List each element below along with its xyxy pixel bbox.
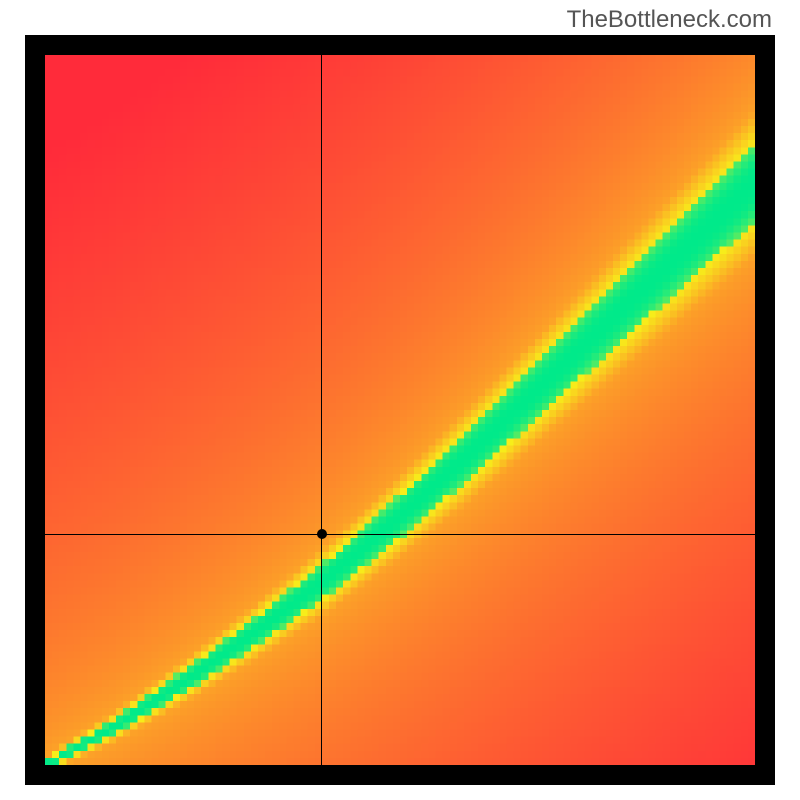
watermark-text: TheBottleneck.com — [567, 6, 772, 34]
crosshair-marker-dot — [317, 529, 327, 539]
crosshair-vertical — [321, 55, 322, 765]
plot-area — [45, 55, 755, 765]
chart-black-frame — [25, 35, 775, 785]
chart-container: TheBottleneck.com — [0, 0, 800, 800]
crosshair-horizontal — [45, 534, 755, 535]
heatmap-canvas — [45, 55, 755, 765]
